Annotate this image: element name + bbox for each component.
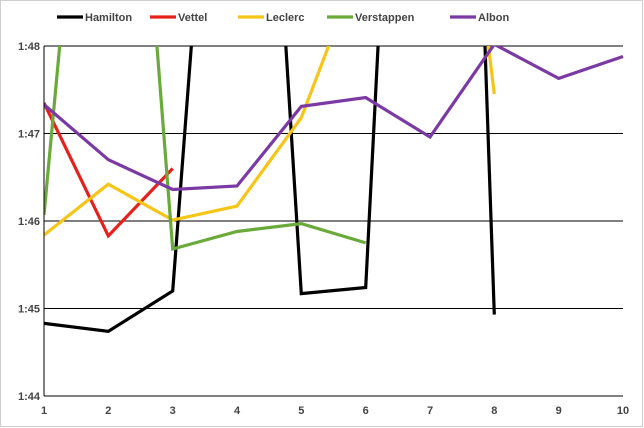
series-line-verstappen [44, 46, 62, 216]
legend-label: Albon [478, 12, 509, 24]
x-tick-label: 3 [170, 405, 176, 417]
legend-item-verstappen: Verstappen [327, 12, 415, 24]
series-layer [44, 46, 624, 333]
y-tick-label: 1:48 [18, 41, 40, 53]
series-line-hamilton [44, 46, 496, 333]
legend-label: Hamilton [85, 12, 132, 24]
legend-item-albon: Albon [450, 12, 509, 24]
y-tick-label: 1:45 [18, 304, 40, 316]
x-tick-label: 1 [41, 405, 47, 417]
y-tick-label: 1:47 [18, 129, 40, 141]
x-tick-label: 8 [491, 405, 497, 417]
series-line-verstappen [155, 46, 367, 252]
legend-label: Leclerc [266, 12, 305, 24]
axis-layer: 1:44 1:45 1:46 1:47 1:48 1 2 3 4 5 6 7 8 9 10 [18, 41, 629, 417]
x-tick-label: 10 [617, 405, 629, 417]
y-tick-label: 1:46 [18, 216, 40, 228]
x-tick-label: 2 [105, 405, 111, 417]
series-line-vettel [44, 102, 174, 239]
x-tick-label: 7 [427, 405, 433, 417]
x-tick-label: 9 [556, 405, 562, 417]
legend-item-vettel: Vettel [150, 12, 207, 24]
x-tick-label: 5 [298, 405, 304, 417]
x-tick-label: 6 [363, 405, 369, 417]
legend-label: Vettel [178, 12, 207, 24]
grid-layer [44, 45, 623, 397]
legend-label: Verstappen [355, 12, 415, 24]
x-tick-label: 4 [234, 405, 241, 417]
y-tick-label: 1:44 [18, 391, 41, 403]
legend-item-leclerc: Leclerc [238, 12, 305, 24]
legend: Hamilton Vettel Leclerc Verstappen Albon [57, 12, 509, 24]
legend-item-hamilton: Hamilton [57, 12, 132, 24]
series-line-albon [44, 46, 624, 192]
